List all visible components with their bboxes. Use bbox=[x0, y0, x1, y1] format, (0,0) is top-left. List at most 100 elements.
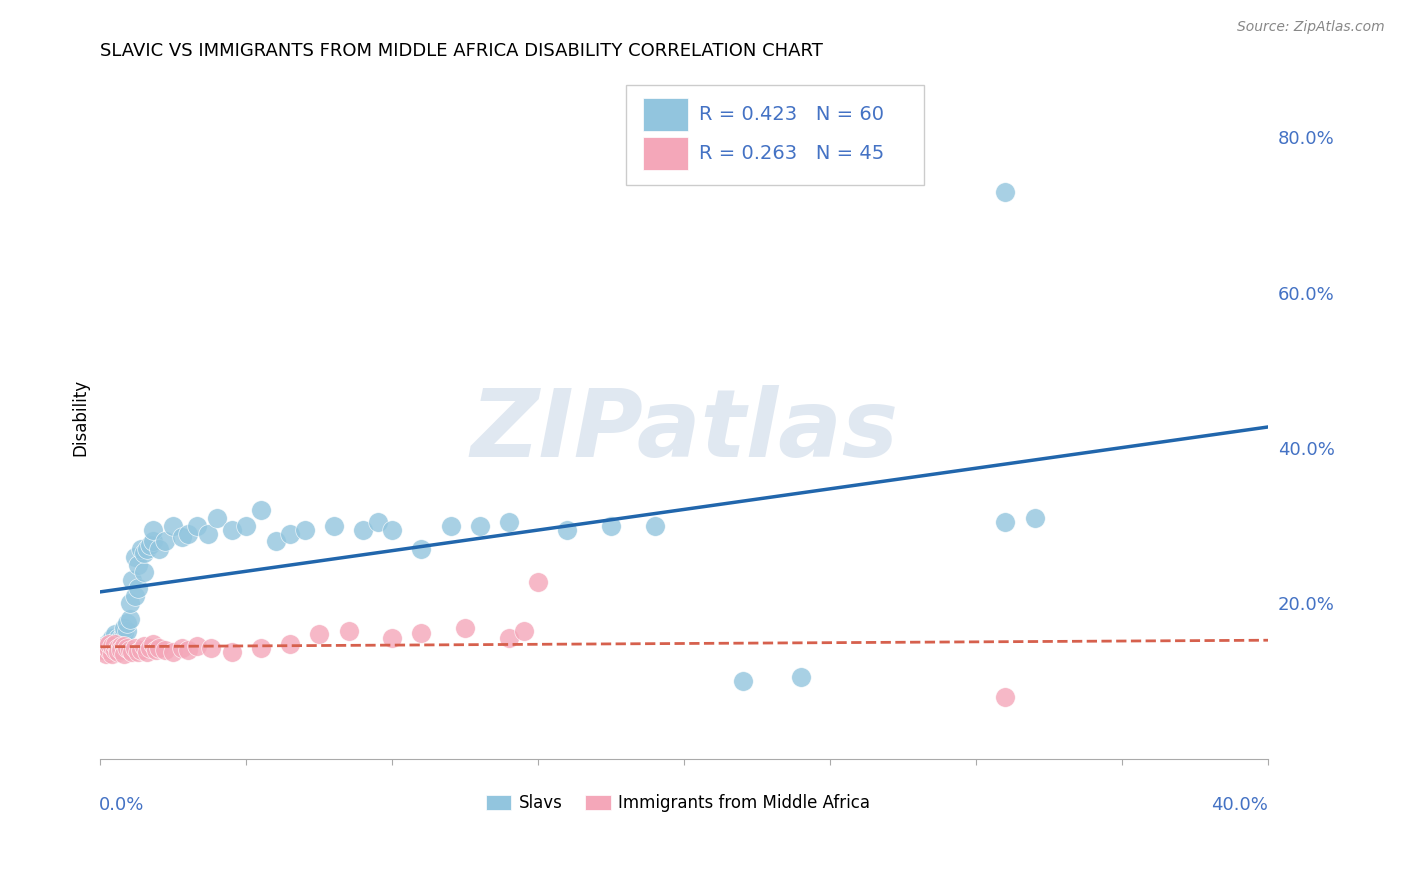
Point bbox=[104, 639, 127, 653]
Point bbox=[381, 632, 404, 646]
Point bbox=[110, 637, 132, 651]
Point bbox=[352, 523, 374, 537]
Point bbox=[468, 518, 491, 533]
Point bbox=[101, 637, 124, 651]
Point bbox=[91, 639, 114, 653]
Point bbox=[98, 637, 121, 651]
Point bbox=[294, 523, 316, 537]
Point bbox=[136, 644, 159, 658]
Point bbox=[129, 542, 152, 557]
Point bbox=[197, 526, 219, 541]
Point bbox=[308, 627, 330, 641]
Point bbox=[107, 644, 129, 658]
Text: 0.0%: 0.0% bbox=[100, 797, 145, 814]
Point bbox=[790, 670, 813, 684]
Point bbox=[118, 596, 141, 610]
Point bbox=[512, 624, 534, 638]
Point bbox=[454, 621, 477, 635]
Point bbox=[110, 643, 132, 657]
Y-axis label: Disability: Disability bbox=[72, 378, 89, 456]
Point bbox=[107, 641, 129, 656]
Point bbox=[278, 637, 301, 651]
Point bbox=[127, 581, 149, 595]
Point bbox=[411, 542, 433, 557]
Point bbox=[337, 624, 360, 638]
Point bbox=[250, 641, 273, 656]
Point bbox=[148, 641, 170, 656]
Bar bbox=[644, 98, 688, 131]
Point bbox=[186, 639, 208, 653]
Point bbox=[139, 641, 162, 656]
Text: Slavs: Slavs bbox=[519, 794, 562, 812]
Point bbox=[200, 641, 222, 656]
Point bbox=[177, 643, 200, 657]
Point bbox=[136, 542, 159, 557]
Point bbox=[172, 530, 194, 544]
Point bbox=[101, 647, 124, 661]
Point bbox=[142, 637, 165, 651]
Text: R = 0.423   N = 60: R = 0.423 N = 60 bbox=[699, 104, 884, 124]
Point bbox=[112, 639, 135, 653]
Bar bbox=[644, 137, 688, 170]
Point bbox=[153, 534, 176, 549]
Point bbox=[98, 643, 121, 657]
Text: Immigrants from Middle Africa: Immigrants from Middle Africa bbox=[617, 794, 870, 812]
Point bbox=[1024, 511, 1046, 525]
Point bbox=[142, 534, 165, 549]
Point bbox=[104, 627, 127, 641]
Point bbox=[367, 515, 389, 529]
Point bbox=[994, 515, 1017, 529]
Point bbox=[264, 534, 287, 549]
Point bbox=[235, 518, 257, 533]
Point bbox=[148, 542, 170, 557]
Point bbox=[221, 644, 243, 658]
Text: R = 0.263   N = 45: R = 0.263 N = 45 bbox=[699, 145, 884, 163]
Point bbox=[994, 185, 1017, 199]
Point bbox=[644, 518, 666, 533]
Point bbox=[177, 526, 200, 541]
Point bbox=[101, 639, 124, 653]
Point bbox=[110, 632, 132, 646]
Text: ZIPatlas: ZIPatlas bbox=[470, 384, 898, 476]
FancyBboxPatch shape bbox=[626, 86, 924, 185]
Text: 40.0%: 40.0% bbox=[1212, 797, 1268, 814]
Point bbox=[96, 647, 118, 661]
Point bbox=[994, 690, 1017, 704]
Point bbox=[118, 612, 141, 626]
Point bbox=[381, 523, 404, 537]
Point bbox=[115, 641, 138, 656]
Point bbox=[124, 641, 146, 656]
Point bbox=[731, 674, 754, 689]
Point bbox=[134, 546, 156, 560]
Point bbox=[498, 515, 520, 529]
Point bbox=[112, 626, 135, 640]
Point bbox=[124, 589, 146, 603]
Point bbox=[527, 574, 550, 589]
Point bbox=[134, 566, 156, 580]
Point bbox=[118, 643, 141, 657]
Point bbox=[115, 624, 138, 638]
Point bbox=[440, 518, 463, 533]
Point bbox=[121, 644, 143, 658]
Point bbox=[221, 523, 243, 537]
Point bbox=[557, 523, 579, 537]
Point bbox=[98, 635, 121, 649]
Point bbox=[250, 503, 273, 517]
Point bbox=[139, 538, 162, 552]
Point bbox=[411, 626, 433, 640]
Point bbox=[129, 643, 152, 657]
Text: Source: ZipAtlas.com: Source: ZipAtlas.com bbox=[1237, 20, 1385, 34]
Point bbox=[134, 639, 156, 653]
Point bbox=[96, 639, 118, 653]
Point bbox=[101, 632, 124, 646]
Point bbox=[96, 639, 118, 653]
Point bbox=[145, 643, 167, 657]
Point bbox=[172, 641, 194, 656]
Point bbox=[498, 632, 520, 646]
Point bbox=[112, 647, 135, 661]
Point bbox=[186, 518, 208, 533]
Point bbox=[107, 635, 129, 649]
Point bbox=[127, 644, 149, 658]
Point bbox=[112, 621, 135, 635]
Point bbox=[104, 643, 127, 657]
